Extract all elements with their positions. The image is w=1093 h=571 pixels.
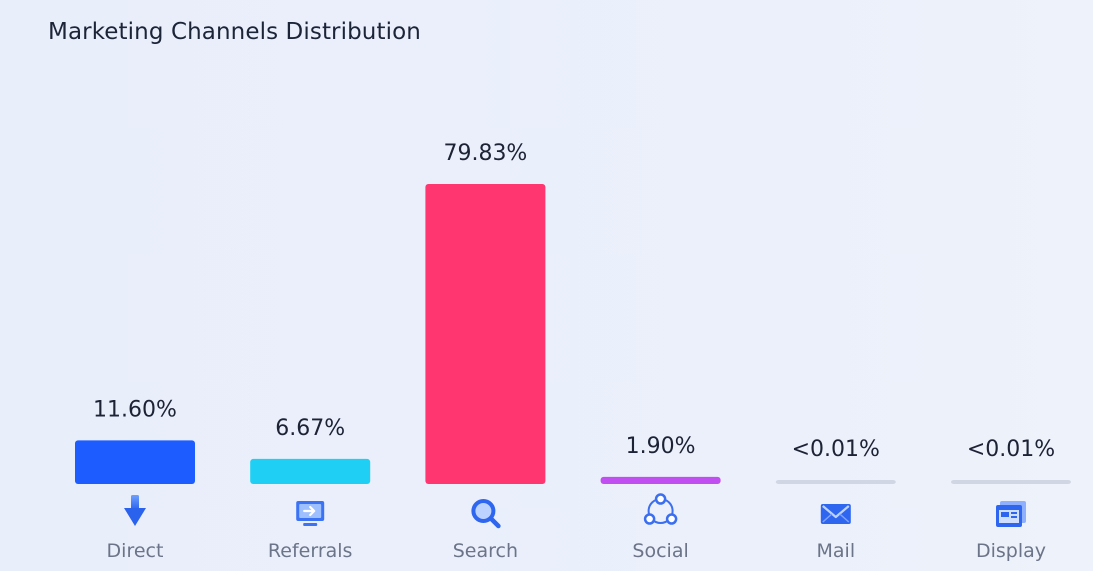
bar-search	[425, 184, 546, 484]
social-network-icon	[643, 493, 678, 525]
data-label-search: 79.83%	[443, 141, 527, 166]
bar-social	[600, 476, 721, 484]
arrow-down-icon	[124, 495, 146, 526]
category-label-mail: Mail	[817, 540, 856, 562]
mail-icon	[820, 504, 851, 524]
display-window-icon	[996, 501, 1026, 527]
category-label-display: Display	[976, 540, 1046, 562]
bar-direct	[75, 440, 195, 484]
category-label-direct: Direct	[107, 540, 164, 562]
referral-screen-icon	[296, 501, 325, 526]
search-icon	[471, 499, 501, 529]
bar-referrals	[250, 458, 371, 484]
data-label-display: <0.01%	[967, 437, 1055, 462]
category-label-referrals: Referrals	[268, 540, 353, 562]
bar-display	[951, 480, 1071, 484]
category-label-social: Social	[632, 540, 688, 562]
category-label-search: Search	[453, 540, 518, 562]
data-label-direct: 11.60%	[93, 397, 177, 422]
data-label-referrals: 6.67%	[275, 416, 345, 441]
data-label-social: 1.90%	[626, 434, 696, 459]
bar-mail	[775, 480, 896, 484]
data-label-mail: <0.01%	[792, 437, 880, 462]
chart-title: Marketing Channels Distribution	[48, 19, 421, 45]
